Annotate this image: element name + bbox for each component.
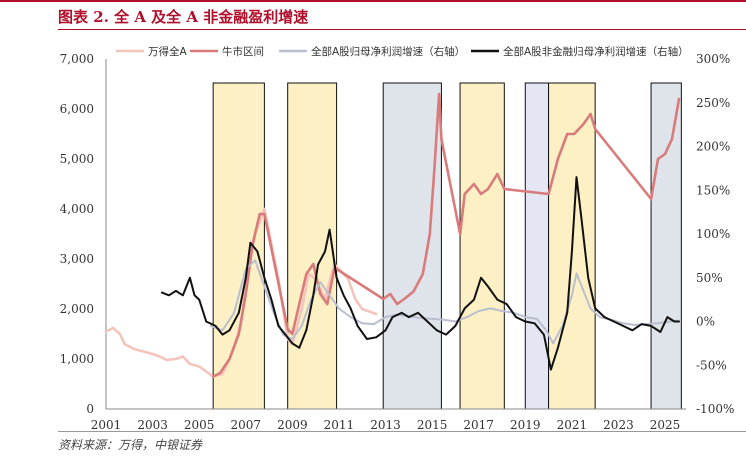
x-tick-label: 2005 (184, 418, 215, 432)
x-tick-label: 2019 (510, 418, 541, 432)
shaded-period-1 (287, 82, 338, 410)
series-line-3 (160, 176, 680, 371)
x-tick-label: 2017 (463, 418, 494, 432)
title-rule (58, 29, 746, 30)
y-left-tick-label: 5,000 (60, 152, 94, 166)
chart-legend: 万得全A 牛市区间 全部A股归母净利润增速（右轴） 全部A股非金融归母净利润增速（右轴… (116, 45, 689, 58)
y-right-tick-label: 300% (696, 52, 730, 66)
y-right-tick-label: 100% (696, 227, 730, 241)
chart-title: 图表 2. 全 A 及全 A 非金融盈利增速 (58, 8, 309, 26)
shaded-period-6 (650, 82, 682, 410)
y-left-tick-label: 1,000 (60, 352, 94, 366)
legend-label-0: 万得全A (148, 45, 187, 58)
y-left-tick-label: 6,000 (60, 102, 94, 116)
series-line-1 (211, 92, 681, 378)
x-tick-label: 2011 (324, 418, 355, 432)
x-tick-label: 2007 (230, 418, 261, 432)
x-tick-label: 2009 (277, 418, 308, 432)
top-rule (0, 0, 746, 2)
x-tick-label: 2015 (417, 418, 448, 432)
shaded-period-3 (459, 82, 505, 410)
shaded-period-4 (524, 82, 550, 410)
y-right-tick-label: 200% (696, 140, 730, 154)
y-left-tick-label: 4,000 (60, 202, 94, 216)
x-tick-label: 2021 (557, 418, 588, 432)
shaded-period-0 (212, 82, 265, 410)
shaded-periods (212, 82, 682, 410)
x-tick-label: 2023 (603, 418, 634, 432)
x-tick-label: 2025 (650, 418, 681, 432)
y-right-tick-label: 50% (696, 271, 723, 285)
legend-label-1: 牛市区间 (222, 45, 264, 58)
y-left-tick-label: 7,000 (60, 52, 94, 66)
y-right-tick-label: 250% (696, 96, 730, 110)
chart-axes: 0 1,000 2,000 3,000 4,000 5,000 6,000 7,000 -100… (60, 52, 735, 432)
legend-label-3: 全部A股非金融归母净利润增速（右轴） (503, 45, 689, 58)
legend-label-2: 全部A股归母净利润增速（右轴） (311, 45, 465, 58)
x-tick-label: 2013 (370, 418, 401, 432)
y-right-tick-label: -100% (696, 402, 734, 416)
source-note: 资料来源：万得，中银证券 (58, 438, 203, 452)
chart-lines (104, 92, 681, 378)
y-left-tick-label: 3,000 (60, 252, 94, 266)
x-tick-label: 2001 (91, 418, 122, 432)
y-right-tick-label: 150% (696, 183, 730, 197)
y-right-tick-label: 0% (696, 315, 715, 329)
y-right-tick-label: -50% (696, 358, 727, 372)
bottom-rule (58, 431, 746, 432)
shaded-period-2 (382, 82, 442, 410)
y-left-tick-label: 2,000 (60, 302, 94, 316)
x-tick-label: 2003 (137, 418, 168, 432)
y-left-tick-label: 0 (86, 402, 94, 416)
